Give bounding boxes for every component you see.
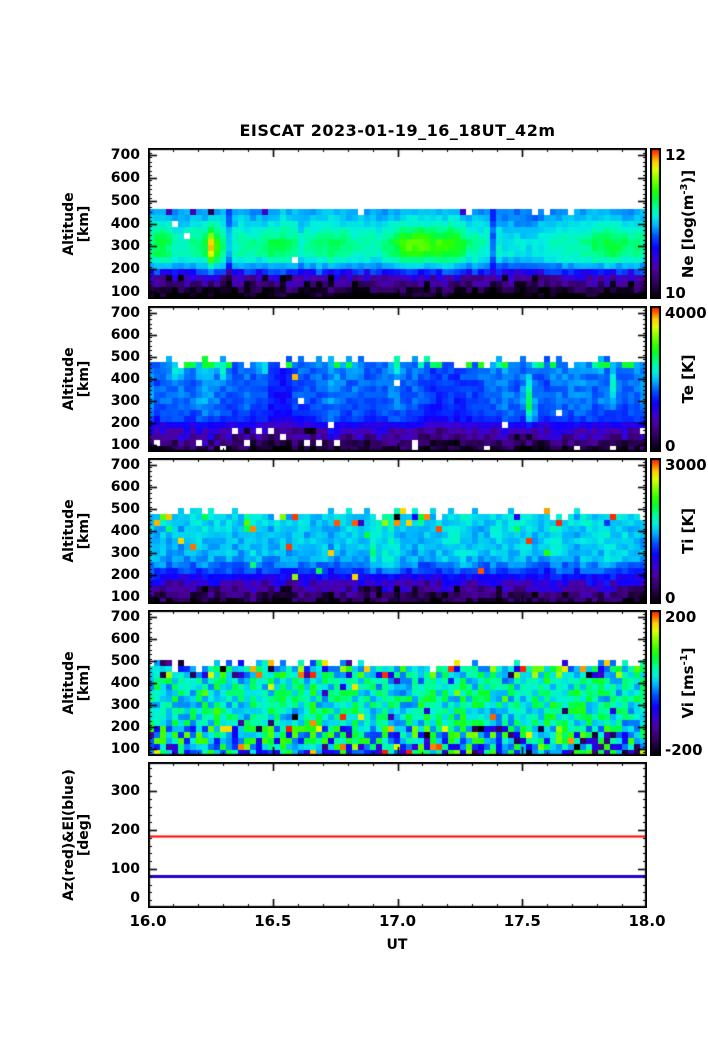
vi-colorbar-unit-label: Vi [ms-1]	[679, 647, 697, 719]
altitude-tick-label: 700	[110, 146, 140, 163]
ut-tick-label: 18.0	[628, 912, 666, 930]
altitude-tick-label: 100	[110, 284, 140, 301]
altitude-tick-label: 500	[110, 652, 140, 669]
altitude-tick-label: 200	[110, 719, 140, 736]
altitude-axis-label: Altitude [km]	[61, 499, 92, 563]
altitude-tick-label: 700	[110, 456, 140, 473]
vi-colorbar	[650, 610, 661, 756]
altitude-tick-label: 300	[110, 545, 140, 562]
altitude-tick-label: 500	[110, 348, 140, 365]
ut-tick-label: 17.0	[378, 912, 417, 930]
ti-heatmap-panel	[148, 458, 647, 604]
ne-colorbar-min-label: 10	[665, 284, 686, 302]
az-el-tick-label: 100	[110, 861, 140, 878]
altitude-tick-label: 300	[110, 697, 140, 714]
altitude-tick-label: 200	[110, 567, 140, 584]
ut-tick-label: 16.5	[254, 912, 292, 930]
altitude-axis-label: Altitude [km]	[61, 651, 92, 715]
altitude-tick-label: 500	[110, 192, 140, 209]
altitude-axis-label: Altitude [km]	[61, 191, 92, 256]
altitude-tick-label: 300	[110, 238, 140, 255]
altitude-tick-label: 200	[110, 261, 140, 278]
altitude-tick-label: 600	[110, 478, 140, 495]
ne-colorbar	[650, 148, 661, 299]
ti-colorbar-unit-label: Ti [K]	[679, 508, 697, 554]
altitude-tick-label: 400	[110, 523, 140, 539]
altitude-tick-label: 400	[110, 675, 140, 691]
ne-heatmap-panel	[148, 148, 647, 299]
altitude-tick-label: 600	[110, 630, 140, 647]
te-colorbar-max-label: 4000	[665, 304, 707, 322]
altitude-axis-label: Altitude [km]	[61, 347, 92, 411]
altitude-tick-label: 700	[110, 304, 140, 321]
ti-colorbar	[650, 458, 661, 604]
te-colorbar-unit-label: Te [K]	[679, 354, 697, 404]
altitude-tick-label: 100	[110, 589, 140, 606]
altitude-tick-label: 100	[110, 437, 140, 454]
az-el-panel	[148, 762, 647, 908]
x-axis-label: UT	[386, 937, 408, 953]
altitude-tick-label: 200	[110, 415, 140, 432]
az-el-tick-label: 0	[130, 890, 140, 906]
az-el-axis-label: Az(red)&El(blue) [deg]	[61, 769, 92, 901]
az-el-tick-label: 200	[110, 822, 140, 839]
altitude-tick-label: 100	[110, 741, 140, 758]
te-colorbar	[650, 306, 661, 452]
plot-title: EISCAT 2023-01-19_16_18UT_42m	[239, 121, 556, 140]
ti-colorbar-min-label: 0	[665, 589, 676, 607]
altitude-tick-label: 600	[110, 169, 140, 186]
te-colorbar-min-label: 0	[665, 437, 676, 455]
altitude-tick-label: 700	[110, 608, 140, 625]
vi-colorbar-min-label: -200	[665, 741, 703, 759]
vi-colorbar-max-label: 200	[665, 608, 697, 626]
ti-colorbar-max-label: 3000	[665, 456, 707, 474]
altitude-tick-label: 500	[110, 500, 140, 517]
altitude-tick-label: 400	[110, 371, 140, 387]
ut-tick-label: 17.5	[503, 912, 541, 930]
ne-colorbar-unit-label: Ne [log(m-3)]	[679, 169, 697, 278]
altitude-tick-label: 400	[110, 215, 140, 232]
te-heatmap-panel	[148, 306, 647, 452]
ne-colorbar-max-label: 12	[665, 146, 686, 164]
altitude-tick-label: 600	[110, 326, 140, 343]
altitude-tick-label: 300	[110, 393, 140, 410]
vi-heatmap-panel	[148, 610, 647, 756]
az-el-tick-label: 300	[110, 783, 140, 800]
ut-tick-label: 16.0	[129, 912, 167, 930]
